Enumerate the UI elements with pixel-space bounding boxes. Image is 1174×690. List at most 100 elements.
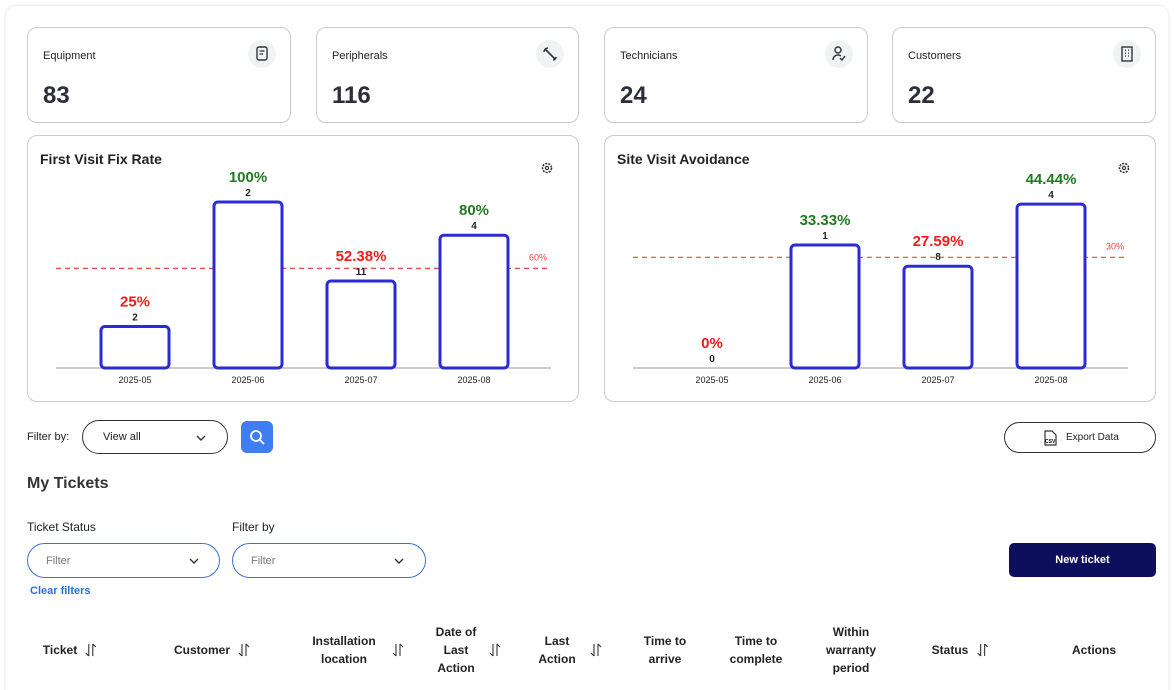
value-label: 25% — [120, 294, 150, 311]
bar — [438, 233, 510, 370]
chevron — [196, 435, 206, 441]
x-tick-label: 2025-08 — [1034, 375, 1067, 385]
stat-card: Customers 22 — [892, 27, 1156, 123]
chevron — [189, 558, 199, 564]
search-icon — [250, 430, 265, 445]
stat-value: 22 — [908, 82, 935, 109]
view-select-text: View all — [103, 431, 141, 443]
sort-arrows — [976, 643, 988, 657]
placeholder: Filter — [251, 555, 276, 567]
stat-card: Peripherals 116 — [316, 27, 579, 123]
stat-icon — [825, 40, 853, 68]
value-label: 33.33% — [800, 212, 851, 229]
chart-card: First Visit Fix Rate 60% 25% 2 2025-05 100% 2 2… — [27, 135, 579, 402]
bar — [902, 264, 974, 370]
column-label: Time to arrive — [643, 634, 687, 666]
value-label: 27.59% — [913, 233, 964, 250]
svg-text:CSV: CSV — [1045, 439, 1056, 445]
bar — [789, 243, 861, 370]
export-button[interactable]: CSV Export Data — [1004, 422, 1156, 453]
count-label: 2 — [132, 313, 138, 324]
stat-icon — [248, 40, 276, 68]
section-title: My Tickets — [27, 475, 109, 492]
count-label: 11 — [356, 267, 367, 278]
sort-arrows — [85, 643, 97, 657]
chart: First Visit Fix Rate 60% 25% 2 2025-05 100% 2 2… — [40, 151, 553, 385]
gear-hub — [544, 165, 550, 171]
sort-arrows — [489, 643, 501, 657]
count-label: 2 — [245, 188, 251, 199]
sort-icon[interactable] — [976, 643, 988, 657]
column-label: Time to complete — [729, 634, 783, 666]
status-select[interactable]: Filter — [27, 543, 220, 578]
chart-title: First Visit Fix Rate — [40, 151, 162, 167]
sort-icon[interactable] — [392, 643, 404, 657]
column-label: Last Action — [538, 634, 576, 666]
gear-hub — [1121, 165, 1127, 171]
value-label: 100% — [229, 169, 267, 186]
x-tick-label: 2025-05 — [118, 375, 151, 385]
sort-arrows — [590, 643, 602, 657]
column-header: Last Action — [532, 632, 602, 668]
status-label: Ticket Status — [27, 520, 96, 534]
settings-icon — [541, 162, 553, 174]
count-label: 1 — [822, 231, 828, 242]
count-label: 0 — [709, 354, 715, 365]
placeholder: Filter — [46, 555, 71, 567]
chevron — [394, 558, 404, 564]
bar — [325, 279, 397, 370]
column-label: Customer — [173, 643, 231, 657]
column-label: Within warranty period — [825, 625, 877, 675]
column-header: Ticket — [43, 641, 97, 659]
x-tick-label: 2025-07 — [344, 375, 377, 385]
search-button[interactable] — [241, 421, 273, 453]
stat-value: 24 — [620, 82, 647, 109]
x-tick-label: 2025-07 — [921, 375, 954, 385]
column-header: Time to arrive — [635, 632, 695, 668]
new-ticket-button[interactable]: New ticket — [1009, 543, 1156, 577]
filter-label: Filter by: — [27, 431, 70, 443]
x-tick-label: 2025-08 — [457, 375, 490, 385]
bar — [99, 325, 171, 370]
value-label: 44.44% — [1026, 171, 1077, 188]
x-tick-label: 2025-06 — [808, 375, 841, 385]
column-label: Ticket — [42, 643, 78, 657]
column-label: Installation location — [312, 634, 376, 666]
x-tick-label: 2025-05 — [695, 375, 728, 385]
column-header: Status — [932, 641, 989, 659]
stat-label: Technicians — [620, 50, 678, 62]
stat-label: Customers — [908, 50, 962, 62]
csv-icon: CSV — [1044, 430, 1057, 446]
count-label: 4 — [1048, 190, 1054, 201]
column-label: Status — [931, 643, 969, 657]
export-text: Export Data — [1066, 432, 1119, 443]
sort-icon[interactable] — [590, 643, 602, 657]
filter-select[interactable]: Filter — [232, 543, 426, 578]
clear-filters[interactable]: Clear filters — [30, 585, 91, 597]
target-label: 60% — [529, 252, 547, 262]
view-select[interactable]: View all — [82, 420, 228, 454]
stat-card: Equipment 83 — [27, 27, 291, 123]
column-header: Installation location — [304, 632, 404, 668]
x-tick-label: 2025-06 — [231, 375, 264, 385]
target-label: 30% — [1106, 241, 1124, 251]
sort-icon[interactable] — [85, 643, 97, 657]
gear — [1118, 162, 1130, 174]
value-label: 52.38% — [336, 248, 387, 265]
stat-value: 116 — [332, 82, 371, 109]
column-header: Time to complete — [721, 632, 791, 668]
stat-icon — [1113, 40, 1141, 68]
sort-icon[interactable] — [489, 643, 501, 657]
sort-icon[interactable] — [238, 643, 250, 657]
gear — [541, 162, 553, 174]
chart-card: Site Visit Avoidance 30% 0% 0 2025-05 33.33% 1… — [604, 135, 1156, 402]
stat-value: 83 — [43, 82, 70, 109]
stat-card: Technicians 24 — [604, 27, 868, 123]
filter-label: Filter by — [232, 520, 275, 534]
stat-icon — [536, 40, 564, 68]
count-label: 8 — [935, 252, 941, 263]
chart: Site Visit Avoidance 30% 0% 0 2025-05 33.33% 1… — [617, 151, 1130, 385]
column-label: Date of Last Action — [435, 625, 477, 675]
stat-label: Peripherals — [332, 50, 388, 62]
